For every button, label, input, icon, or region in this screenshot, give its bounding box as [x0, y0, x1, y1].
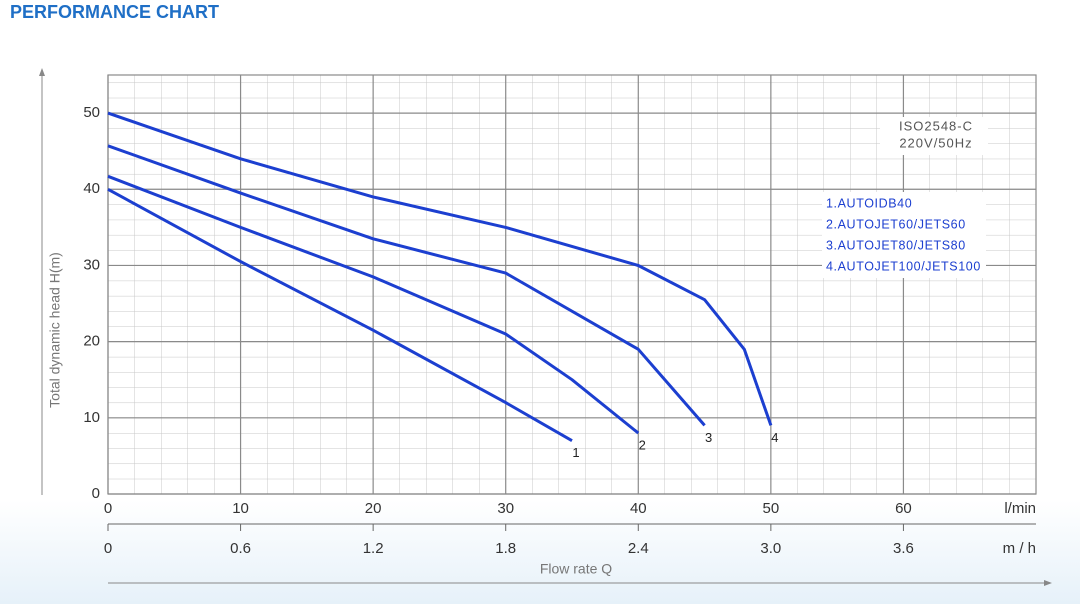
y-tick-label: 10 [83, 409, 100, 426]
curve-label: 2 [639, 437, 646, 452]
curve-label: 3 [705, 430, 712, 445]
chart-title: PERFORMANCE CHART [10, 2, 219, 22]
x2-tick-label: 3.6 [893, 540, 914, 557]
curve [107, 111, 773, 426]
annotation: 220V/50Hz [899, 135, 972, 150]
annotation: ISO2548-C [899, 118, 973, 133]
legend-box [822, 192, 986, 278]
x2-tick-label: 0 [104, 540, 112, 557]
x2-tick-label: 1.2 [363, 540, 384, 557]
x-tick-label: 50 [763, 500, 780, 517]
x-axis-label: Flow rate Q [540, 561, 612, 577]
curve [107, 144, 706, 427]
y-tick-label: 40 [83, 180, 100, 197]
background [0, 500, 1080, 604]
x-tick-label: 60 [895, 500, 912, 517]
y-arrowhead [39, 68, 45, 76]
curve-label: 1 [572, 445, 579, 460]
legend-entry: 4.AUTOJET100/JETS100 [826, 259, 981, 273]
curve [107, 174, 640, 435]
x-tick-label: 40 [630, 500, 647, 517]
curve-label: 4 [771, 430, 778, 445]
y-tick-label: 50 [83, 104, 100, 121]
x-tick-label: 0 [104, 500, 112, 517]
y-tick-label: 0 [92, 485, 100, 502]
curve [107, 187, 573, 443]
legend-entry: 1.AUTOIDB40 [826, 196, 912, 210]
y-tick-label: 30 [83, 256, 100, 273]
x-arrowhead [1044, 580, 1052, 586]
x2-tick-label: 0.6 [230, 540, 251, 557]
annotation-box [880, 117, 988, 155]
x-unit: l/min [1004, 500, 1036, 517]
x2-tick-label: 3.0 [760, 540, 781, 557]
y-axis-label: Total dynamic head H(m) [47, 252, 63, 408]
x-tick-label: 20 [365, 500, 382, 517]
x-tick-label: 30 [497, 500, 514, 517]
x2-tick-label: 1.8 [495, 540, 516, 557]
legend-entry: 3.AUTOJET80/JETS80 [826, 238, 966, 252]
y-tick-label: 20 [83, 333, 100, 350]
x2-unit: m / h [1003, 540, 1036, 557]
x-tick-label: 10 [232, 500, 249, 517]
legend-entry: 2.AUTOJET60/JETS60 [826, 217, 966, 231]
x2-tick-label: 2.4 [628, 540, 649, 557]
